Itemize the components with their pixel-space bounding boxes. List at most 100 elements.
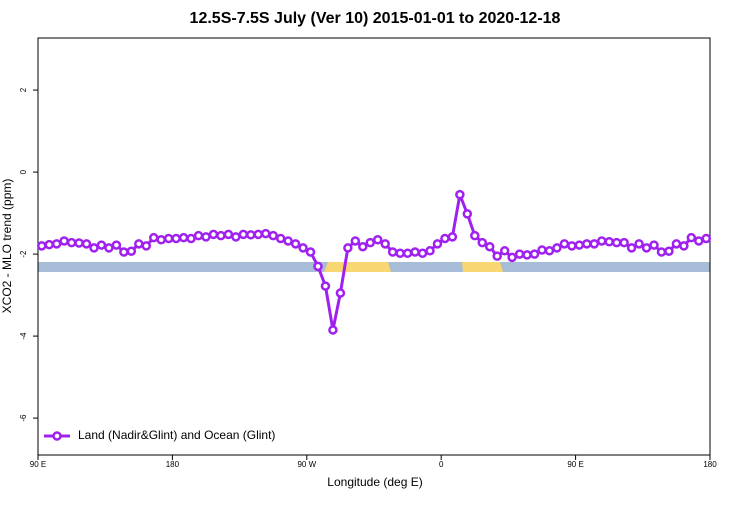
data-point [141,241,152,251]
data-point [492,251,502,261]
data-point [96,240,107,250]
legend-label: Land (Nadir&Glint) and Ocean (Glint) [78,428,275,442]
data-point [470,230,480,241]
data-point [208,229,219,240]
data-point [320,281,331,291]
data-point [275,233,286,244]
data-point [679,241,689,251]
data-point [611,237,622,248]
data-point [649,240,659,250]
data-point [387,247,398,257]
y-tick-label: 0 [19,169,28,174]
data-point [268,230,278,241]
data-point [223,229,234,240]
data-point [596,236,607,246]
data-point [178,232,189,243]
data-point [186,233,196,244]
x-tick-label: 90 E [567,460,583,469]
legend-marker [52,431,62,441]
y-tick-label: -2 [19,250,28,258]
data-point [89,243,99,253]
data-point [81,239,92,249]
data-point [529,249,540,259]
y-tick-label: 2 [19,87,28,92]
data-point [163,233,174,244]
data-point [305,247,316,257]
data-point [66,237,77,248]
x-tick-label: 180 [703,460,717,469]
data-point [51,239,62,249]
data-point [119,247,129,257]
x-axis-label: Longitude (deg E) [327,475,422,489]
data-point [395,248,405,259]
data-point [402,248,413,259]
data-point [238,229,249,240]
data-point [410,247,420,257]
data-point [440,233,450,244]
data-point [358,241,368,252]
data-point [656,247,667,257]
y-tick-label: -4 [19,332,28,340]
data-point [589,239,600,249]
data-point [671,239,682,249]
data-point [104,243,114,253]
data-point [522,250,532,260]
data-point [514,249,525,259]
data-point [372,234,383,245]
data-point [499,246,510,256]
data-point [298,243,308,253]
data-point [477,237,488,248]
data-point [253,229,264,240]
data-point [313,261,323,272]
data-point [156,234,166,245]
data-point [574,240,585,250]
data-point [507,252,517,263]
land-band [324,262,391,272]
data-point [343,243,353,253]
x-tick-label: 0 [439,460,444,469]
data-point [148,232,159,243]
data-point [641,243,652,253]
data-point [604,237,614,247]
data-point [417,248,428,259]
data-point [290,239,301,249]
data-point [74,238,84,248]
y-axis-label: XCO2 - MLO trend (ppm) [0,179,14,314]
data-point [171,233,181,244]
data-point [231,232,241,242]
data-point [193,230,204,241]
data-point [455,189,465,200]
data-point [328,325,338,335]
data-point [432,239,443,249]
data-point [380,239,390,249]
data-point [484,241,495,252]
data-point [619,237,629,248]
data-point [425,246,435,256]
data-point [201,232,211,242]
data-point [350,236,361,246]
data-point [567,241,577,251]
data-point [36,241,47,251]
data-point [626,243,637,253]
data-point [365,237,376,248]
x-tick-label: 90 E [30,460,46,469]
data-point [59,236,69,246]
data-point [537,245,547,255]
data-point [111,240,122,250]
data-point [686,232,697,243]
data-point [335,288,346,298]
data-point [126,246,137,256]
data-point [283,236,293,246]
land-ocean-band [38,262,710,272]
data-point [134,239,144,249]
y-tick-label: -6 [19,414,28,422]
data-point [552,243,562,253]
data-point [462,209,473,219]
chart-title: 12.5S-7.5S July (Ver 10) 2015-01-01 to 2… [190,10,561,27]
data-point [260,228,271,239]
data-point [694,236,704,246]
land-band [462,262,503,272]
data-point [582,239,592,249]
